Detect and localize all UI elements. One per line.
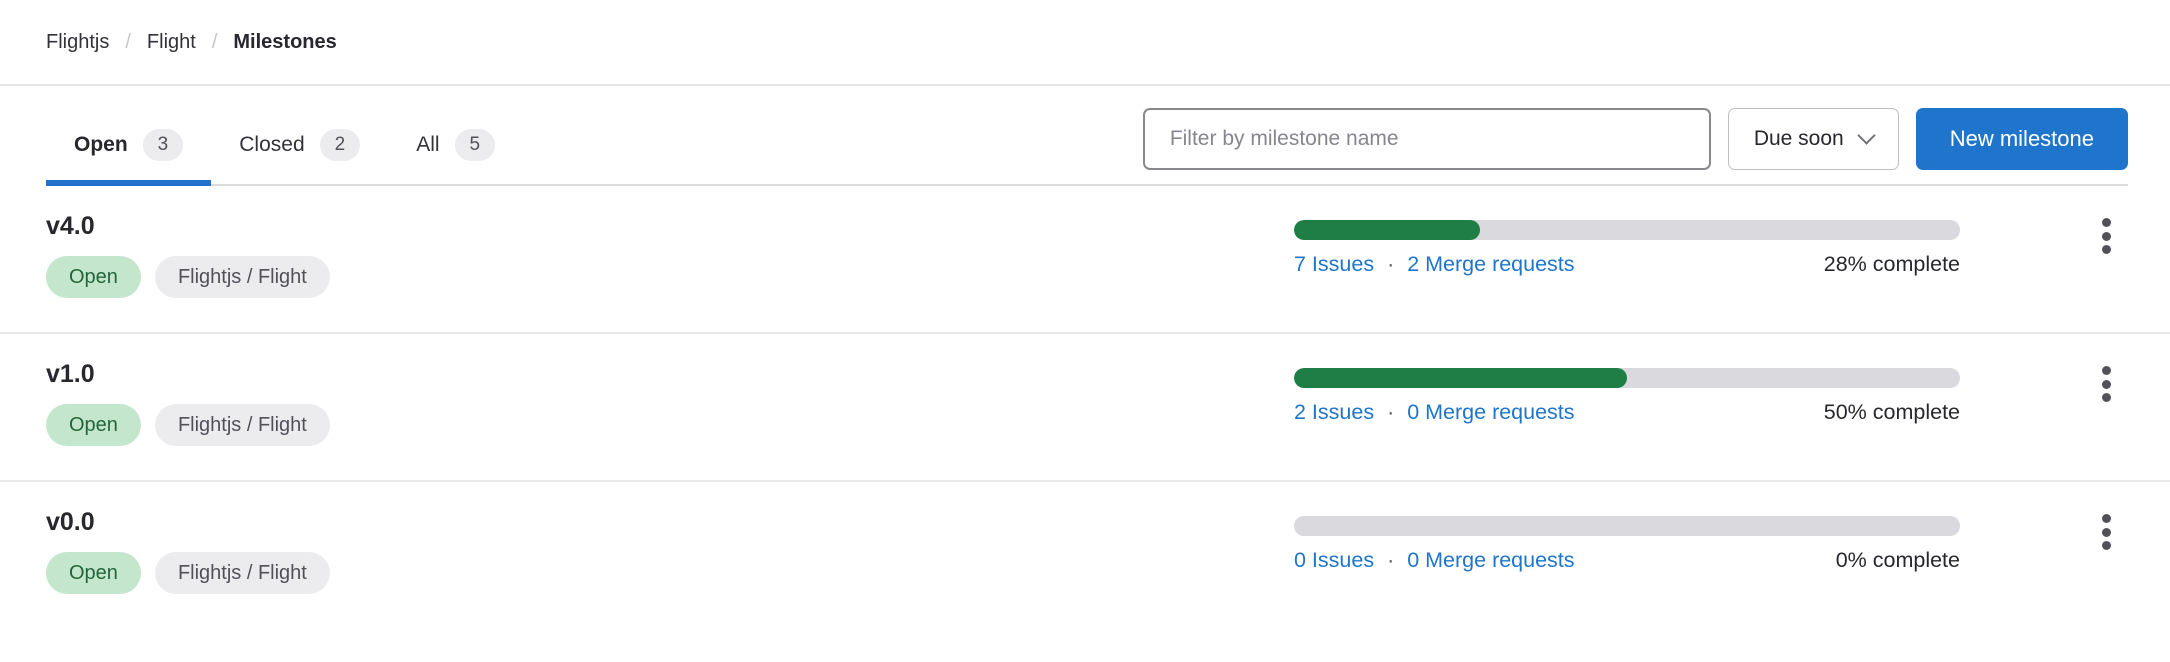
milestone-title-link[interactable]: v4.0 [46, 212, 95, 240]
progress-bar-track [1294, 516, 1960, 536]
milestone-stats: 0 Issues · 0 Merge requests 0% complete [1294, 548, 1960, 573]
vertical-ellipsis-icon [2101, 379, 2111, 389]
tab-closed-label: Closed [239, 133, 305, 156]
milestone-row: v1.0 Open Flightjs / Flight 2 Issues · 0… [0, 334, 2170, 482]
stat-separator: · [1387, 400, 1395, 424]
stat-links: 2 Issues · 0 Merge requests [1294, 400, 1575, 425]
sort-dropdown[interactable]: Due soon [1727, 108, 1899, 170]
vertical-ellipsis-icon [2101, 527, 2111, 537]
milestone-row: v4.0 Open Flightjs / Flight 7 Issues · 2… [0, 186, 2170, 334]
percent-complete-label: 50% complete [1823, 400, 1960, 424]
breadcrumb-item-flightjs[interactable]: Flightjs [46, 30, 110, 53]
issues-link[interactable]: 0 Issues [1294, 548, 1375, 572]
breadcrumb-separator: / [211, 30, 218, 53]
milestone-actions-kebab-button[interactable] [2082, 208, 2130, 264]
toolbar-controls: Due soon New milestone [1142, 108, 2128, 170]
merge-requests-link[interactable]: 0 Merge requests [1407, 548, 1575, 572]
breadcrumb: Flightjs / Flight / Milestones [0, 0, 2170, 86]
tab-open[interactable]: Open 3 [46, 106, 212, 186]
breadcrumb-item-flight[interactable]: Flight [146, 30, 196, 53]
milestone-progress: 7 Issues · 2 Merge requests 28% complete [1294, 220, 1960, 277]
chevron-down-icon [1857, 125, 1876, 145]
status-badge: Open [46, 404, 141, 446]
milestone-progress: 2 Issues · 0 Merge requests 50% complete [1294, 368, 1960, 425]
milestone-badges: Open Flightjs / Flight [46, 256, 330, 298]
project-badge[interactable]: Flightjs / Flight [154, 256, 330, 298]
tab-open-count-badge: 3 [142, 129, 184, 161]
milestone-badges: Open Flightjs / Flight [46, 404, 330, 446]
merge-requests-link[interactable]: 2 Merge requests [1407, 252, 1575, 276]
progress-bar-track [1294, 220, 1960, 240]
tab-all-label: All [416, 133, 440, 156]
percent-complete-label: 0% complete [1835, 548, 1960, 572]
milestone-actions-kebab-button[interactable] [2082, 356, 2130, 412]
milestones-toolbar: Open 3 Closed 2 All 5 Due soon New miles… [46, 106, 2128, 186]
progress-bar-fill [1294, 220, 1481, 240]
sort-dropdown-label: Due soon [1753, 127, 1844, 150]
stat-separator: · [1387, 252, 1395, 276]
tab-open-label: Open [74, 133, 128, 156]
milestone-progress: 0 Issues · 0 Merge requests 0% complete [1294, 516, 1960, 573]
vertical-ellipsis-icon [2101, 541, 2111, 550]
tab-all[interactable]: All 5 [388, 106, 523, 184]
percent-complete-label: 28% complete [1823, 252, 1960, 276]
breadcrumb-separator: / [125, 30, 131, 53]
milestone-title-link[interactable]: v0.0 [46, 508, 95, 536]
milestone-list: v4.0 Open Flightjs / Flight 7 Issues · 2… [0, 186, 2170, 630]
tab-all-count-badge: 5 [454, 129, 496, 161]
status-badge: Open [46, 552, 141, 594]
issues-link[interactable]: 2 Issues [1294, 400, 1375, 424]
vertical-ellipsis-icon [2101, 514, 2111, 523]
vertical-ellipsis-icon [2101, 218, 2111, 227]
new-milestone-button[interactable]: New milestone [1915, 108, 2128, 170]
merge-requests-link[interactable]: 0 Merge requests [1407, 400, 1575, 424]
state-tabs: Open 3 Closed 2 All 5 [46, 106, 2128, 186]
stat-separator: · [1387, 548, 1395, 572]
project-badge[interactable]: Flightjs / Flight [154, 404, 330, 446]
milestone-row: v0.0 Open Flightjs / Flight 0 Issues · 0… [0, 482, 2170, 630]
progress-bar-fill [1294, 368, 1627, 388]
vertical-ellipsis-icon [2101, 366, 2111, 375]
milestone-stats: 2 Issues · 0 Merge requests 50% complete [1294, 400, 1960, 425]
milestone-title-link[interactable]: v1.0 [46, 360, 95, 388]
issues-link[interactable]: 7 Issues [1294, 252, 1375, 276]
stat-links: 7 Issues · 2 Merge requests [1294, 252, 1575, 277]
milestone-stats: 7 Issues · 2 Merge requests 28% complete [1294, 252, 1960, 277]
vertical-ellipsis-icon [2101, 231, 2111, 241]
vertical-ellipsis-icon [2101, 245, 2111, 254]
stat-links: 0 Issues · 0 Merge requests [1294, 548, 1575, 573]
breadcrumb-item-milestones: Milestones [233, 30, 337, 53]
milestone-filter-input[interactable] [1142, 108, 1711, 170]
tab-closed[interactable]: Closed 2 [211, 106, 388, 184]
tab-closed-count-badge: 2 [319, 129, 361, 161]
milestone-badges: Open Flightjs / Flight [46, 552, 330, 594]
vertical-ellipsis-icon [2101, 393, 2111, 402]
progress-bar-track [1294, 368, 1960, 388]
project-badge[interactable]: Flightjs / Flight [154, 552, 330, 594]
status-badge: Open [46, 256, 141, 298]
milestone-actions-kebab-button[interactable] [2082, 504, 2130, 560]
